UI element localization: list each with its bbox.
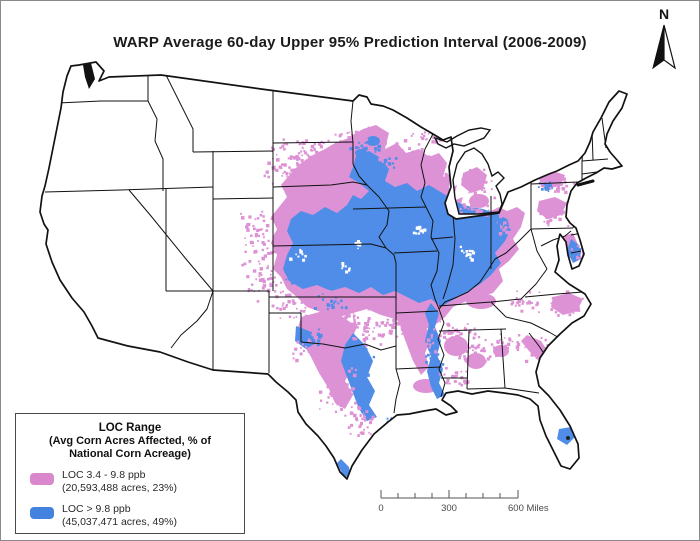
loc-mid-label: LOC 3.4 - 9.8 ppb: [62, 469, 146, 481]
north-arrow: N: [647, 7, 681, 79]
loc-mid-speckles: [240, 126, 610, 437]
long-island-mark: [576, 179, 595, 187]
puget-sound-mark: [83, 63, 95, 89]
michigan-outline: [452, 147, 505, 215]
us-outline: [39, 61, 628, 480]
legend-box: LOC Range (Avg Corn Acres Affected, % of…: [15, 413, 245, 534]
legend-subtitle-line1: (Avg Corn Acres Affected, % of: [49, 435, 211, 447]
loc-high-label: LOC > 9.8 ppb: [62, 503, 131, 515]
scale-label-300: 300: [441, 503, 457, 514]
loc-high-text: LOC > 9.8 ppb (45,037,471 acres, 49%): [62, 503, 177, 529]
legend-entry-loc-mid: LOC 3.4 - 9.8 ppb (20,593,488 acres, 23%…: [24, 469, 236, 495]
loc-mid-detail: (20,593,488 acres, 23%): [62, 482, 177, 494]
scale-label-600-miles: 600 Miles: [508, 503, 549, 514]
lake-okeechobee-mark: [566, 436, 570, 440]
north-label: N: [658, 6, 670, 22]
north-arrow-icon: [652, 24, 676, 70]
scale-bar: 0 300 600 Miles: [378, 490, 549, 514]
scale-ticks: [380, 490, 519, 498]
upper-peninsula-outline: [433, 127, 492, 149]
loc-mid-text: LOC 3.4 - 9.8 ppb (20,593,488 acres, 23%…: [62, 469, 177, 495]
scale-label-0: 0: [378, 503, 383, 514]
loc-high-swatch: [30, 507, 54, 519]
loc-high-detail: (45,037,471 acres, 49%): [62, 516, 177, 528]
loc-shading-layer: [240, 125, 610, 479]
page-title: WARP Average 60-day Upper 95% Prediction…: [113, 34, 587, 51]
legend-title: LOC Range: [98, 422, 162, 434]
loc-mid-swatch: [30, 473, 54, 485]
legend-entry-loc-high: LOC > 9.8 ppb (45,037,471 acres, 49%): [24, 503, 236, 529]
legend-subtitle-line2: National Corn Acreage): [69, 448, 191, 460]
loc-high-speckles: [284, 141, 582, 428]
